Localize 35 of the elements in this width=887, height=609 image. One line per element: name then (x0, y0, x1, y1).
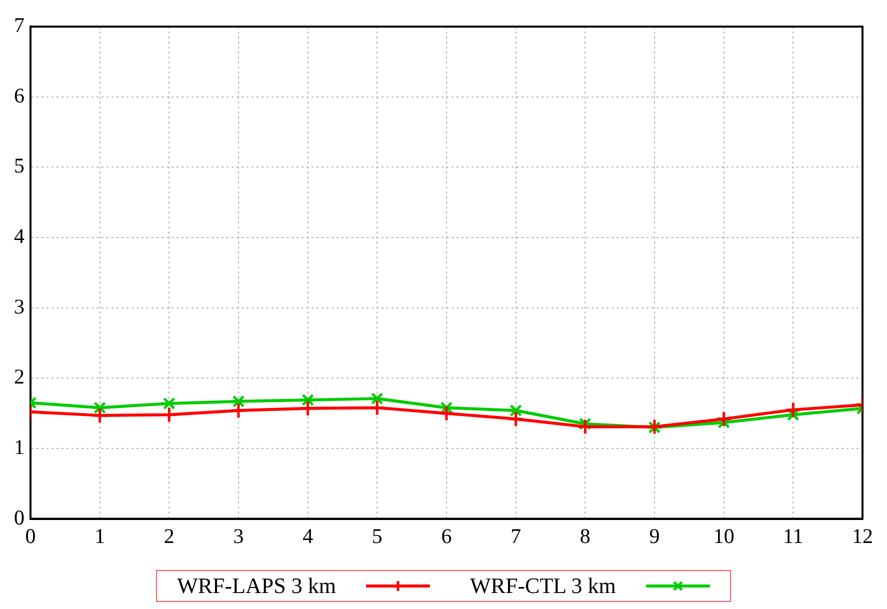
point (508, 410, 524, 428)
point (716, 410, 732, 428)
x-tick-label: 11 (783, 524, 804, 548)
x-tick-label: 6 (441, 524, 452, 548)
point (162, 397, 176, 410)
y-tick-label: 6 (14, 83, 24, 108)
y-tick-label: 1 (14, 435, 24, 459)
x-tick-label: 10 (713, 524, 734, 548)
x-tick-label: 9 (649, 524, 660, 548)
point (510, 404, 522, 417)
x-tick-label: 12 (852, 524, 873, 548)
y-tick-label: 7 (14, 13, 24, 38)
point (302, 394, 314, 406)
legend-label: WRF-LAPS 3 km (177, 573, 336, 599)
y-tick-label: 3 (14, 294, 24, 318)
point (230, 402, 247, 419)
y-tick-label: 5 (14, 154, 24, 178)
x-tick-label: 1 (94, 524, 106, 548)
point (94, 402, 106, 414)
point (370, 392, 384, 405)
y-tick-label: 4 (14, 224, 25, 248)
x-tick-label: 7 (510, 524, 522, 548)
x-tick-label: 2 (164, 524, 174, 548)
point (232, 395, 245, 408)
point (784, 402, 802, 418)
point (438, 405, 455, 422)
point (92, 407, 108, 424)
legend-label: WRF-CTL 3 km (470, 573, 616, 599)
y-tick-label: 0 (14, 505, 24, 530)
x-tick-label: 4 (302, 524, 314, 548)
x-tick-label: 3 (233, 524, 244, 548)
y-tick-label: 2 (14, 364, 24, 389)
x-tick-label: 8 (580, 524, 590, 548)
x-tick-label: 5 (372, 524, 382, 548)
point (300, 400, 316, 417)
